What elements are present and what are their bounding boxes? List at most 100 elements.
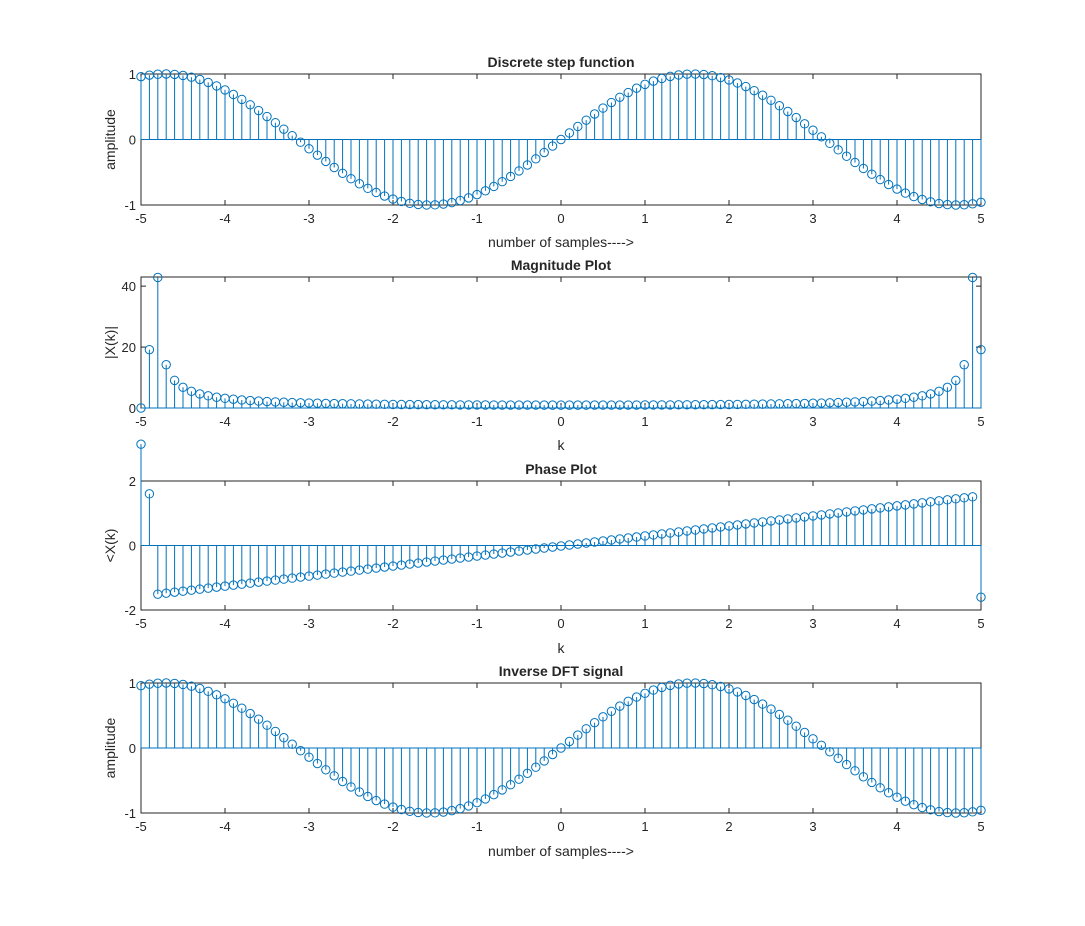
stem-marker [480,186,491,196]
stem-marker [749,694,759,705]
stem-marker [262,720,272,730]
stem-marker [371,187,381,198]
x-tick-label: -4 [219,819,231,834]
stem-marker [900,188,911,198]
stem-marker [371,795,381,806]
x-tick-label: 4 [893,211,900,226]
x-axis-label: number of samples----> [488,843,634,859]
stem-marker [531,154,541,164]
stem-marker [615,701,625,711]
stem-marker [522,160,533,170]
subplot-title: Inverse DFT signal [499,663,623,679]
x-axis-label: number of samples----> [488,234,634,250]
stem-marker [144,344,155,355]
x-tick-label: 5 [977,819,984,834]
y-tick-label: 1 [129,676,136,691]
stem-marker [825,138,835,149]
stem-marker [564,736,575,747]
x-tick-label: -5 [135,819,147,834]
x-tick-label: -4 [219,211,231,226]
stem-marker [942,382,953,393]
stem-marker [799,119,810,129]
stem-marker [136,403,146,413]
x-tick-label: 4 [893,819,900,834]
x-tick-label: 5 [977,414,984,429]
x-tick-label: 4 [893,414,900,429]
stem-marker [539,147,549,158]
stem-marker [455,803,465,814]
stem-marker [841,151,852,161]
stem-marker [808,734,818,744]
stem-marker [791,112,801,123]
y-tick-label: 0 [129,133,136,148]
stem-marker [976,344,986,355]
stem-marker [279,733,289,743]
stem-marker [581,115,591,125]
stem-marker [237,94,247,105]
stem-marker [497,785,507,795]
stem-marker [623,696,633,707]
stem-marker [925,389,936,399]
stem-marker [463,193,474,203]
stem-marker [816,132,827,142]
stem-marker [220,694,230,704]
stem-marker [883,179,894,190]
y-tick-label: 0 [129,401,136,416]
x-tick-label: -1 [471,414,483,429]
stem-marker [186,386,197,397]
x-tick-label: 5 [977,211,984,226]
stem-marker [556,134,566,145]
stem-marker [732,78,743,88]
stem-marker [640,688,650,699]
stem-marker [379,799,390,809]
stem-marker [211,81,222,91]
stem-marker [153,272,163,283]
stem-marker [337,776,348,787]
x-tick-label: 1 [641,211,648,226]
stem-marker [312,150,323,160]
stem-marker [547,749,558,760]
x-tick-label: -5 [135,211,147,226]
stem-marker [606,97,617,108]
stem-marker [623,87,633,98]
stem-marker [245,100,255,110]
stem-marker [766,704,776,714]
stem-marker [589,109,600,119]
stem-marker [136,439,146,449]
subplot-2: -5 -4 -3 -2 -1 0 1 2 3 4 5 0 20 40 Magnitude Plot k |X(k… [102,257,986,453]
stem-marker [783,715,793,725]
stem-marker [253,714,264,724]
stem-marker [321,765,331,775]
stem-marker [833,145,843,155]
stem-marker [648,76,659,86]
stem-marker [489,789,499,800]
stem-marker [497,176,507,187]
x-tick-label: 5 [977,616,984,631]
stem-marker [287,739,297,749]
stem-marker [489,181,499,192]
stem-marker [909,799,919,810]
stem-marker [741,81,751,92]
stem-marker [741,690,751,701]
stem-marker [917,194,927,205]
stem-marker [867,777,877,788]
stem-marker [648,685,659,695]
stem-marker [892,792,902,802]
stem-marker [833,753,843,763]
stem-marker [598,712,608,722]
x-tick-label: 1 [641,616,648,631]
stem-marker [346,782,356,792]
stem-marker [967,272,978,283]
stem-marker [472,189,482,200]
stem-marker [287,130,297,141]
stem-marker [480,794,491,804]
stem-marker [799,727,810,738]
stem-marker [228,89,239,100]
stem-marker [463,801,474,811]
stem-marker [337,168,348,178]
stem-marker [774,101,785,111]
stem-marker [312,758,323,769]
x-tick-label: 0 [557,616,564,631]
stem-marker [186,72,197,82]
stem-marker [539,756,549,766]
